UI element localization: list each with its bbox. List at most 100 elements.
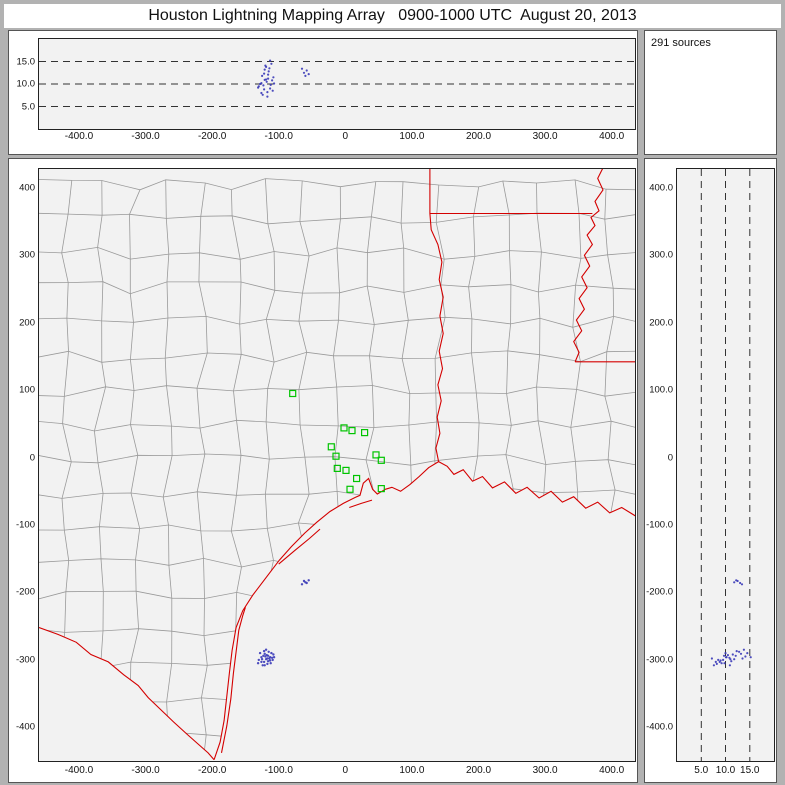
ns-altitude-chart	[700, 169, 752, 761]
source-dot	[724, 652, 727, 655]
station-marker	[327, 443, 335, 451]
state-border-line	[573, 169, 604, 363]
source-dot	[744, 655, 747, 658]
source-dot	[261, 93, 264, 96]
state-border-line	[349, 499, 373, 509]
plan-view-panel: -400.0 -300.0 -200.0 -100.0 0 100.0 200.0 300.0…	[8, 158, 638, 783]
source-dot	[262, 654, 265, 657]
state-border-line	[278, 528, 321, 565]
source-dot	[720, 662, 723, 665]
station-marker	[342, 466, 350, 474]
tick-label: 5.0	[21, 101, 35, 112]
tick-label: -200	[15, 586, 35, 598]
source-dot	[266, 660, 270, 663]
state-border-line	[39, 626, 215, 761]
station-marker	[333, 464, 341, 472]
station-marker	[377, 485, 385, 493]
tick-label: -200.0	[646, 586, 673, 598]
tick-label: 5.0	[694, 765, 709, 776]
tick-label: -400.0	[64, 131, 94, 142]
source-dot	[265, 65, 268, 68]
source-dot	[267, 650, 270, 653]
source-dot	[267, 70, 270, 73]
state-border-line	[429, 213, 444, 462]
tick-label: -100.0	[264, 131, 293, 142]
county-line	[196, 182, 208, 760]
tick-label: 200.0	[649, 317, 673, 329]
source-dot	[304, 74, 307, 77]
ns-altitude-panel: 5.0 10.0 15.0 400.0 300.0 200.0 100.0 0 -100.0 -2…	[644, 158, 777, 783]
tick-label: -200.0	[197, 131, 227, 142]
source-dot	[723, 662, 726, 665]
source-dot	[271, 89, 274, 92]
source-dot	[742, 648, 745, 651]
source-dot	[256, 662, 260, 665]
tick-label: 100.0	[399, 765, 425, 776]
source-dot	[260, 658, 264, 661]
lightning-sources-map	[256, 579, 310, 667]
tick-label: 200	[19, 317, 35, 329]
source-dot	[270, 62, 273, 65]
tick-label: 10.0	[715, 765, 736, 776]
station-marker	[361, 429, 369, 437]
source-dot	[271, 658, 274, 662]
tick-label: 100	[19, 384, 35, 396]
source-dot	[272, 653, 275, 656]
tick-label: -100	[15, 519, 35, 531]
source-dot	[731, 653, 734, 656]
source-dot	[740, 583, 744, 586]
state-border-line	[213, 461, 439, 760]
tick-label: 0	[29, 452, 35, 464]
source-dot	[263, 652, 266, 655]
source-dot	[268, 656, 272, 659]
plan-view-plot	[38, 168, 636, 762]
source-dot	[307, 579, 310, 582]
station-marker	[346, 485, 354, 493]
lightning-sources-sideview	[710, 579, 752, 667]
tick-label: 400	[19, 182, 35, 194]
source-dot	[739, 581, 742, 585]
source-dot	[270, 651, 273, 655]
tick-label: 0	[667, 452, 673, 464]
source-dot	[719, 659, 722, 662]
ew-altitude-plot	[38, 38, 636, 130]
plan-view-map	[39, 169, 635, 761]
page-title: Houston Lightning Mapping Array 0900-100…	[4, 4, 781, 28]
source-dot	[712, 664, 715, 667]
source-dot	[266, 95, 269, 98]
station-marker	[377, 456, 385, 464]
source-count-panel: 291 sources	[644, 30, 777, 155]
source-dot	[267, 77, 270, 80]
source-dot	[268, 659, 272, 662]
state-border-line	[438, 461, 635, 517]
source-dot	[261, 664, 264, 667]
tick-label: 0	[342, 131, 349, 142]
source-dot	[269, 59, 272, 62]
source-dot	[738, 650, 741, 653]
station-marker	[353, 474, 361, 483]
source-dot	[272, 76, 275, 79]
tick-label: -300	[15, 654, 35, 666]
ew-altitude-panel: -400.0 -300.0 -200.0 -100.0 0 100.0 200.0 300.0…	[8, 30, 638, 155]
tick-label: 0	[342, 765, 349, 776]
station-marker	[332, 452, 340, 460]
tick-label: -200.0	[197, 765, 227, 776]
source-dot	[735, 579, 738, 582]
source-dot	[728, 664, 731, 667]
source-dot	[263, 68, 266, 71]
state-borders	[39, 169, 635, 761]
source-dot	[304, 581, 307, 584]
source-dot	[724, 656, 728, 659]
ns-altitude-plot	[676, 168, 775, 762]
tick-label: 10.0	[16, 78, 36, 90]
source-dot	[730, 660, 733, 663]
source-dot	[270, 656, 274, 659]
tick-label: -400.0	[646, 721, 673, 733]
source-dot	[749, 656, 752, 659]
source-dot	[733, 658, 736, 661]
tick-label: 300.0	[532, 765, 558, 776]
state-border-line	[220, 607, 246, 754]
station-marker	[289, 389, 297, 398]
tick-label: 15.0	[16, 56, 36, 67]
